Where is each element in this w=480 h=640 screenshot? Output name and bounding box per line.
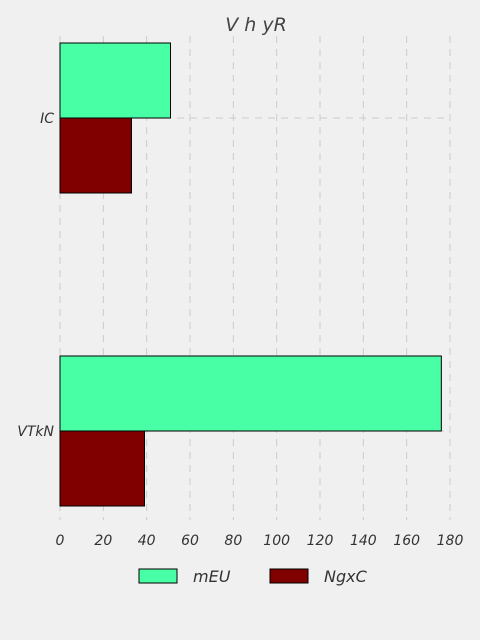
legend-swatch [138,568,178,584]
x-axis-ticks: 0 20 40 60 80 100 120 140 160 180 [56,533,464,549]
bar-mEU-VTkN [59,355,442,432]
x-tick-label: 120 [307,533,334,549]
legend-label: NgxC [324,567,368,586]
chart-title: V h yR [225,14,287,36]
y-axis-ticks: IC VTkN [17,111,54,440]
legend: mEU NgxC [138,567,368,586]
x-tick-label: 180 [437,533,464,549]
bar-NgxC-VTkN [59,430,145,507]
x-tick-label: 20 [94,533,112,549]
bars [59,42,442,507]
x-tick-label: 80 [224,533,242,549]
x-tick-label: 0 [56,533,65,549]
x-tick-label: 100 [263,533,290,549]
x-tick-label: 140 [350,533,377,549]
legend-swatch [269,568,309,584]
x-tick-label: 160 [393,533,420,549]
x-tick-label: 40 [138,533,156,549]
x-tick-label: 60 [181,533,199,549]
bar-mEU-IC [59,42,171,119]
y-tick-label: VTkN [17,424,54,440]
legend-label: mEU [193,567,231,586]
y-tick-label: IC [40,111,54,127]
bar-NgxC-IC [59,117,132,194]
